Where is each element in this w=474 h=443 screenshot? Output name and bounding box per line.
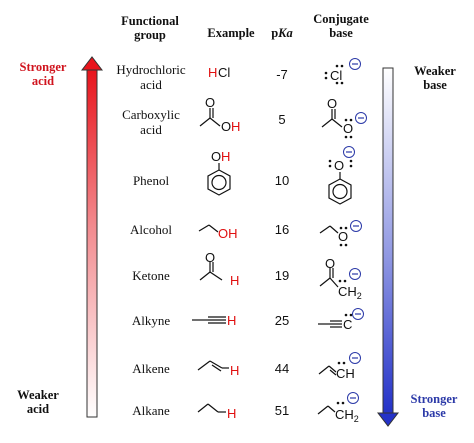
group-line2: acid [140,122,162,137]
row-alcohol-group: Alcohol [130,222,172,237]
negative-charge-icon [349,352,361,364]
acidic-h-label: H [227,406,236,421]
label-weaker-acid: Weaker acid [8,388,68,416]
alkoxide-o-label: O [338,229,348,244]
row-phenol-group: Phenol [132,173,170,188]
group-line1: Carboxylic [122,107,180,122]
pka-hydrochloric: -7 [276,67,288,82]
header-functional-group: Functional group [110,14,190,42]
phenoxide-structure [328,172,352,205]
negative-charge-icon [352,308,364,320]
alkoxide-structure [319,225,339,234]
alkyl-anion-structure [317,405,336,415]
label-stronger-acid: Stronger acid [8,60,78,88]
carboxylate-o-label: O [327,96,337,111]
enolate-structure [319,268,339,288]
acetylide-c-label: C [343,317,352,332]
negative-charge-icon [350,220,362,232]
row-alkyne-group: Alkyne [131,313,171,328]
vinyl-ch-label: CH [336,366,355,381]
stronger-base-line2: base [422,406,446,420]
carboxylate-structure [321,109,343,128]
group-line2: acid [140,77,162,92]
weaker-acid-line1: Weaker [17,388,59,402]
row-alkene-group: Alkene [132,361,170,376]
negative-charge-icon [349,268,361,280]
hydroxyl-label: OH [218,226,238,241]
header-group-line2: group [134,28,166,42]
ketone-structure [199,262,223,281]
enolate-ch2-label: CH2 [338,284,362,301]
alkene-structure [197,360,229,372]
chloride-label: Cl [330,68,342,83]
phenol-o-label: O [211,149,221,164]
carboxylic-acid-structure [199,108,221,127]
hcl-structure: H Cl [208,65,230,80]
acidic-h-label: H [208,65,217,80]
chlorine-label: Cl [218,65,230,80]
header-conj-line1: Conjugate [313,12,369,26]
alkyl-ch2-label: CH2 [335,407,359,424]
pka-alkane: 51 [274,403,290,418]
header-pka-ka: Ka [278,26,293,40]
acid-strength-arrow [80,56,104,418]
header-conj-line2: base [329,26,353,40]
carbonyl-o-label: O [205,95,215,110]
acidic-h-label: H [227,313,236,328]
negative-charge-icon [347,392,359,404]
pka-alkyne: 25 [274,313,290,328]
carboxylate-o-minus-label: O [343,121,353,136]
label-weaker-base: Weaker base [402,64,468,92]
acidic-h-label: H [230,273,239,288]
vinyl-anion-structure [318,365,337,376]
negative-charge-icon [349,58,361,70]
alkane-structure [197,403,226,413]
header-conjugate-base: Conjugate base [306,12,376,40]
stronger-acid-line1: Stronger [19,60,67,74]
header-example: Example [207,26,255,40]
group-line1: Hydrochloric [116,62,186,77]
row-carboxylic-group: Carboxylic acid [96,107,206,137]
phenoxide-o-label: O [334,158,344,173]
hydroxyl-o-label: O [221,119,231,134]
weaker-acid-line2: acid [26,402,50,416]
phenol-structure [207,163,231,196]
negative-charge-icon [343,146,355,158]
header-group-line1: Functional [121,14,179,28]
label-stronger-base: Stronger base [398,392,470,420]
pka-alkene: 44 [274,361,290,376]
acidic-h-label: H [221,149,230,164]
header-pka-p: p [271,26,279,40]
row-alkane-group: Alkane [132,403,170,418]
pka-alcohol: 16 [274,222,290,237]
negative-charge-icon [355,112,367,124]
lone-pairs [324,64,344,85]
acidic-h-label: H [231,119,240,134]
row-hydrochloric-group: Hydrochloric acid [96,62,206,92]
acidic-h-label: H [230,363,239,378]
ketone-o-label: O [205,250,215,265]
stronger-base-line1: Stronger [410,392,458,406]
enolate-o-label: O [325,256,335,271]
stronger-acid-line2: acid [31,74,55,88]
row-ketone-group: Ketone [132,268,170,283]
pka-ketone: 19 [274,268,290,283]
weaker-base-line1: Weaker [414,64,456,78]
pka-carboxylic: 5 [278,112,286,127]
header-pka: pKa [262,26,302,40]
acetylide-structure [318,320,342,328]
chloride-structure: Cl [324,58,361,85]
weaker-base-line2: base [423,78,447,92]
alkyne-structure [192,316,226,324]
pka-phenol: 10 [274,173,290,188]
alcohol-structure [198,224,219,233]
base-strength-arrow [376,67,400,427]
